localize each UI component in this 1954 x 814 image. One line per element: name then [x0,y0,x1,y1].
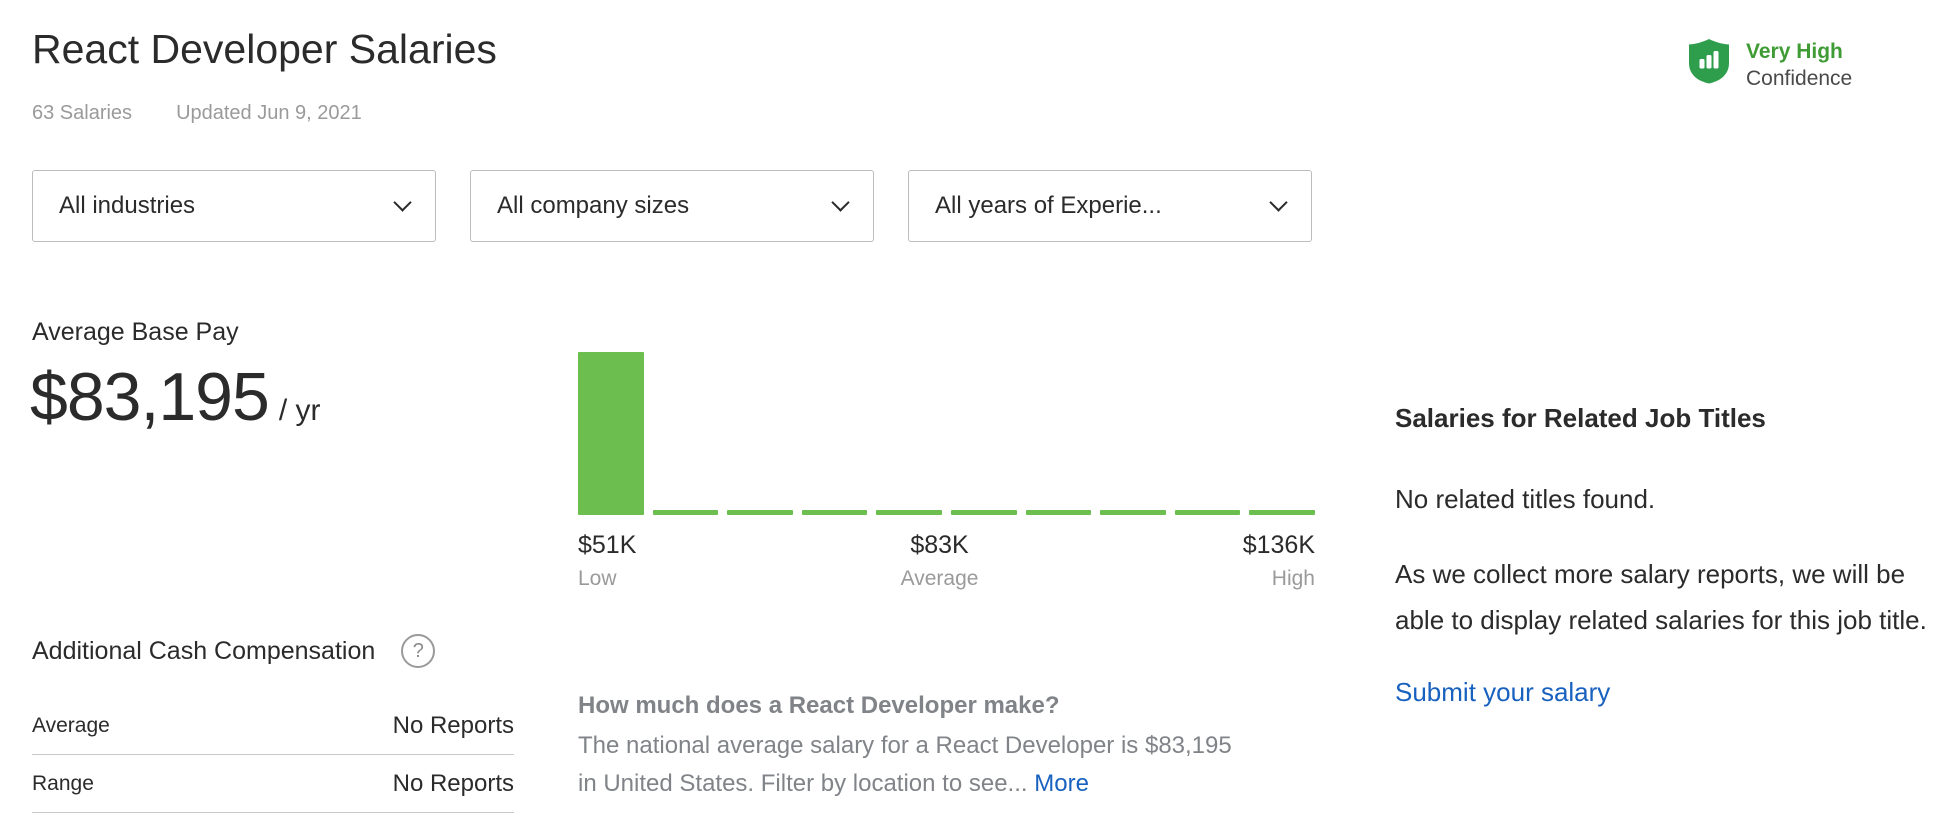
histogram-bar [1174,510,1241,515]
histogram-bar [950,510,1017,515]
histogram-bar [578,352,644,515]
salary-count: 63 Salaries [32,102,133,124]
base-pay-period: / yr [278,394,321,427]
row-label: Range [32,771,94,795]
histogram-bar [727,510,793,515]
axis-tick-average: $83K Average [901,531,979,591]
filter-industries-dropdown[interactable]: All industries [32,170,436,242]
filter-company-sizes-dropdown[interactable]: All company sizes [470,170,874,242]
about-body-text: The national average salary for a React … [578,732,1232,797]
table-row: Range No Reports [32,755,514,813]
histogram [578,352,1315,515]
related-titles-empty-text: No related titles found. [1395,484,1656,514]
confidence-badge: Very High Confidence [1688,38,1852,92]
confidence-label: Confidence [1746,67,1853,90]
row-value: No Reports [392,711,514,739]
axis-tick-high: $136K High [1243,531,1315,591]
tick-high-value: $136K [1242,531,1315,559]
tick-low-value: $51K [578,531,637,559]
related-titles-body: As we collect more salary reports, we wi… [1395,559,1927,635]
table-row: Average No Reports [32,697,514,755]
filter-company-sizes-value: All company sizes [497,192,690,219]
histogram-bar [1100,510,1166,515]
histogram-axis: $51K Low $83K Average $136K High [578,531,1315,591]
average-base-pay-label: Average Base Pay [32,318,239,346]
histogram-bar [1249,510,1315,515]
histogram-bar [876,510,942,515]
tick-low-label: Low [578,567,617,590]
row-value: No Reports [392,769,514,797]
about-question: How much does a React Developer make? [578,692,1060,719]
additional-cash-table: Average No Reports Range No Reports [32,697,514,813]
filter-experience-dropdown[interactable]: All years of Experie... [908,170,1312,242]
base-pay-amount: $83,195 [30,359,270,435]
axis-tick-low: $51K Low [578,531,636,591]
submit-salary-link[interactable]: Submit your salary [1395,677,1611,707]
about-paragraph: The national average salary for a React … [578,727,1234,803]
additional-cash-section-header: Additional Cash Compensation ? [32,634,436,668]
chevron-down-icon [831,193,850,212]
filter-experience-value: All years of Experie... [935,192,1162,219]
histogram-bar [1025,510,1092,515]
related-titles-section: Salaries for Related Job Titles No relat… [1395,403,1947,708]
filter-industries-value: All industries [59,192,196,219]
histogram-bar [652,510,719,515]
help-icon[interactable]: ? [401,634,436,668]
more-link[interactable]: More [1034,770,1089,797]
histogram-bar [801,510,868,515]
chevron-down-icon [393,193,412,212]
tick-high-label: High [1271,567,1315,590]
page-title: React Developer Salaries [32,26,497,72]
confidence-shield-icon [1689,39,1729,84]
chevron-down-icon [1269,193,1288,212]
page-subtitle: 63 Salaries Updated Jun 9, 2021 [32,102,362,125]
additional-cash-title: Additional Cash Compensation [32,636,376,665]
average-base-pay: $83,195 / yr [30,358,320,436]
about-section: How much does a React Developer make? Th… [578,692,1234,803]
related-titles-heading: Salaries for Related Job Titles [1395,403,1766,433]
confidence-level: Very High [1746,40,1843,63]
tick-average-label: Average [900,567,979,590]
updated-date: Updated Jun 9, 2021 [176,102,362,124]
row-label: Average [32,713,110,737]
tick-average-value: $83K [910,531,969,559]
